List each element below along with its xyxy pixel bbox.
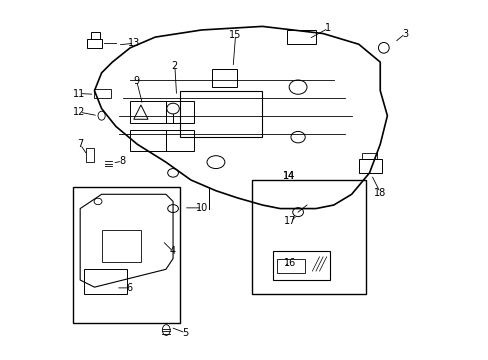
Text: 9: 9	[133, 76, 140, 86]
Text: 6: 6	[126, 283, 132, 293]
Text: 7: 7	[77, 139, 83, 149]
Text: 4: 4	[170, 247, 176, 256]
Bar	[102, 230, 141, 262]
Bar	[130, 102, 165, 123]
Bar	[87, 39, 102, 48]
Bar	[212, 69, 237, 87]
Text: 15: 15	[229, 30, 241, 40]
Text: 14: 14	[282, 171, 294, 181]
Text: 5: 5	[182, 328, 188, 338]
Text: 13: 13	[128, 38, 141, 48]
Bar	[362, 153, 376, 158]
Bar	[287, 30, 315, 44]
Bar	[358, 158, 381, 173]
Bar	[272, 251, 329, 280]
Text: 3: 3	[401, 28, 407, 39]
Bar	[83, 269, 126, 294]
Bar	[165, 102, 194, 123]
Text: 12: 12	[73, 107, 85, 117]
Bar	[94, 89, 110, 98]
Bar	[73, 187, 180, 323]
Text: 16: 16	[284, 258, 296, 268]
Text: 8: 8	[119, 156, 125, 166]
Text: 10: 10	[196, 203, 208, 213]
Bar	[251, 180, 365, 294]
Text: 11: 11	[73, 89, 85, 99]
Text: 14: 14	[282, 171, 294, 181]
Text: 17: 17	[284, 216, 296, 226]
Text: 18: 18	[373, 188, 386, 198]
Text: 1: 1	[325, 23, 331, 33]
Bar	[276, 258, 305, 273]
Bar	[165, 130, 194, 152]
Bar	[85, 148, 94, 162]
Bar	[130, 130, 165, 152]
Text: 2: 2	[171, 61, 178, 71]
Bar	[91, 32, 100, 39]
